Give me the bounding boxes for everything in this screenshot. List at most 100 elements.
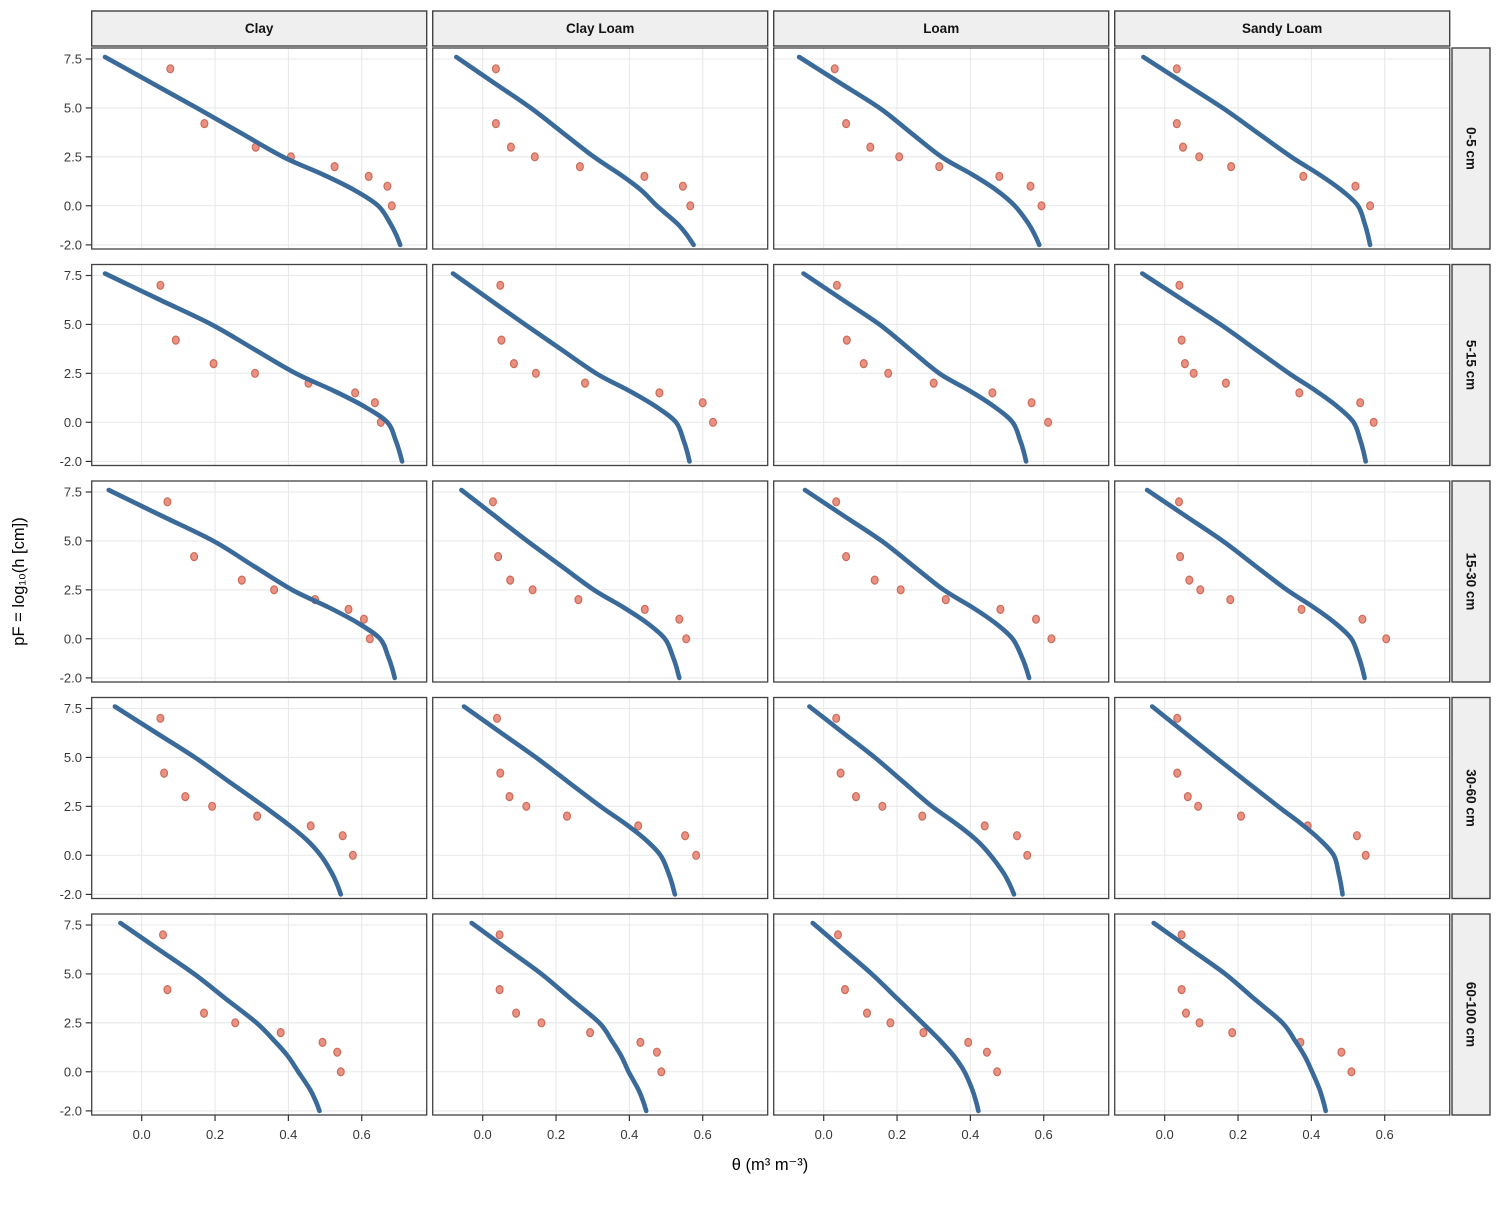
data-point bbox=[636, 1037, 645, 1047]
panel-border bbox=[1114, 480, 1451, 683]
panel-clay-loam-30-60-cm bbox=[432, 696, 769, 900]
x-axis-tick-label: 0.4 bbox=[961, 1127, 979, 1142]
panel-border bbox=[432, 263, 769, 467]
strip-label-clay: Clay bbox=[245, 21, 274, 36]
y-axis-tick-label: 0.0 bbox=[64, 415, 82, 430]
data-point bbox=[852, 791, 861, 802]
data-point bbox=[270, 585, 279, 595]
x-axis-tick-label: 0.0 bbox=[1156, 1127, 1174, 1142]
data-point bbox=[208, 801, 217, 811]
strip-background bbox=[1451, 480, 1491, 683]
data-point bbox=[171, 335, 180, 345]
data-point bbox=[657, 1067, 666, 1077]
x-axis-tick-label: 0.0 bbox=[133, 1127, 151, 1142]
data-point bbox=[1356, 398, 1365, 408]
data-point bbox=[253, 811, 262, 821]
fitted-curve bbox=[461, 704, 678, 897]
y-axis-tick-label: 5.0 bbox=[64, 533, 82, 548]
x-axis-tick-label: 0.2 bbox=[1229, 1127, 1247, 1142]
data-point bbox=[832, 713, 841, 723]
data-point bbox=[1366, 201, 1375, 211]
panel-border bbox=[1114, 913, 1451, 1116]
facet-col-strip-clay: Clay bbox=[90, 10, 428, 47]
x-axis-tick-label: 0.6 bbox=[1376, 1127, 1394, 1142]
y-axis-tick-label: -2.0 bbox=[60, 887, 82, 902]
facet-col-strip-loam: Loam bbox=[773, 10, 1110, 47]
fitted-curve bbox=[1139, 271, 1368, 464]
fitted-curve bbox=[454, 54, 696, 248]
data-point bbox=[832, 280, 841, 290]
y-axis-tick-label: 2.5 bbox=[64, 582, 82, 597]
data-point bbox=[1172, 118, 1181, 129]
data-point bbox=[505, 791, 514, 802]
data-point bbox=[1295, 388, 1304, 398]
data-point bbox=[988, 388, 997, 398]
data-point bbox=[522, 801, 531, 811]
data-point bbox=[698, 398, 707, 408]
data-point bbox=[351, 388, 360, 398]
strip-label-15-30-cm: 15-30 cm bbox=[1464, 553, 1479, 611]
data-point bbox=[842, 118, 851, 129]
data-point bbox=[383, 181, 392, 191]
data-point bbox=[1173, 713, 1182, 723]
data-point bbox=[1194, 801, 1203, 811]
data-point bbox=[200, 118, 209, 129]
facet-row-strip-0-5-cm: 0-5 cm bbox=[1451, 47, 1491, 250]
y-axis-tick-label: -2.0 bbox=[60, 237, 82, 252]
data-point bbox=[1196, 585, 1205, 595]
x-axis-title: θ (m³ m⁻³) bbox=[732, 1156, 809, 1174]
panel-clay-60-100-cm bbox=[91, 913, 428, 1116]
data-point bbox=[1172, 64, 1181, 74]
data-point bbox=[359, 614, 368, 624]
data-point bbox=[993, 1067, 1002, 1077]
panel-background bbox=[773, 697, 1109, 899]
data-point bbox=[686, 201, 695, 211]
data-point bbox=[935, 161, 944, 172]
data-point bbox=[1228, 1027, 1237, 1038]
data-point bbox=[863, 1008, 872, 1018]
fitted-curve bbox=[1149, 704, 1345, 897]
panel-clay-30-60-cm bbox=[91, 696, 428, 900]
data-point bbox=[692, 850, 701, 860]
data-point bbox=[1180, 358, 1189, 369]
facet-col-strip-clay-loam: Clay Loam bbox=[432, 10, 769, 47]
strip-background bbox=[432, 10, 769, 47]
y-axis-tick-label: 0.0 bbox=[64, 1064, 82, 1079]
data-point bbox=[537, 1018, 546, 1028]
data-point bbox=[982, 1047, 991, 1057]
data-point bbox=[512, 1008, 521, 1018]
data-point bbox=[1297, 604, 1306, 614]
panel-border bbox=[773, 263, 1110, 467]
fitted-curve bbox=[807, 704, 1017, 897]
data-point bbox=[1177, 984, 1186, 995]
strip-background bbox=[1451, 913, 1491, 1116]
x-axis-tick-label: 0.2 bbox=[547, 1127, 565, 1142]
axis-layer: 7.5 5.0 2.5 0.0 -2.0 7.5 5.0 2.5 0.0 -2.0 7.5 5.0 2.… bbox=[60, 52, 1394, 1143]
facet-row-strip-30-60-cm: 30-60 cm bbox=[1451, 696, 1491, 900]
x-axis-tick-label: 0.6 bbox=[1035, 1127, 1053, 1142]
facet-row-strip-60-100-cm: 60-100 cm bbox=[1451, 913, 1491, 1116]
strip-background bbox=[1451, 696, 1491, 900]
data-point bbox=[1176, 551, 1185, 562]
data-point bbox=[1174, 497, 1183, 507]
data-point bbox=[163, 984, 172, 995]
data-point bbox=[330, 161, 339, 172]
fitted-curve bbox=[802, 487, 1032, 681]
panel-loam-15-30-cm bbox=[773, 480, 1110, 683]
data-point bbox=[834, 930, 843, 940]
data-point bbox=[1177, 930, 1186, 940]
y-axis-tick-label: -2.0 bbox=[60, 670, 82, 685]
data-point bbox=[1221, 378, 1230, 388]
panel-clay-loam-0-5-cm bbox=[432, 47, 769, 250]
data-point bbox=[496, 768, 505, 778]
data-point bbox=[491, 64, 500, 74]
data-point bbox=[1026, 181, 1035, 191]
data-point bbox=[996, 604, 1005, 614]
fitted-curve bbox=[450, 271, 692, 464]
data-point bbox=[506, 575, 515, 585]
panels-layer bbox=[91, 47, 1451, 1116]
x-axis-tick-label: 0.6 bbox=[353, 1127, 371, 1142]
data-point bbox=[995, 171, 1004, 181]
data-point bbox=[1195, 1018, 1204, 1028]
